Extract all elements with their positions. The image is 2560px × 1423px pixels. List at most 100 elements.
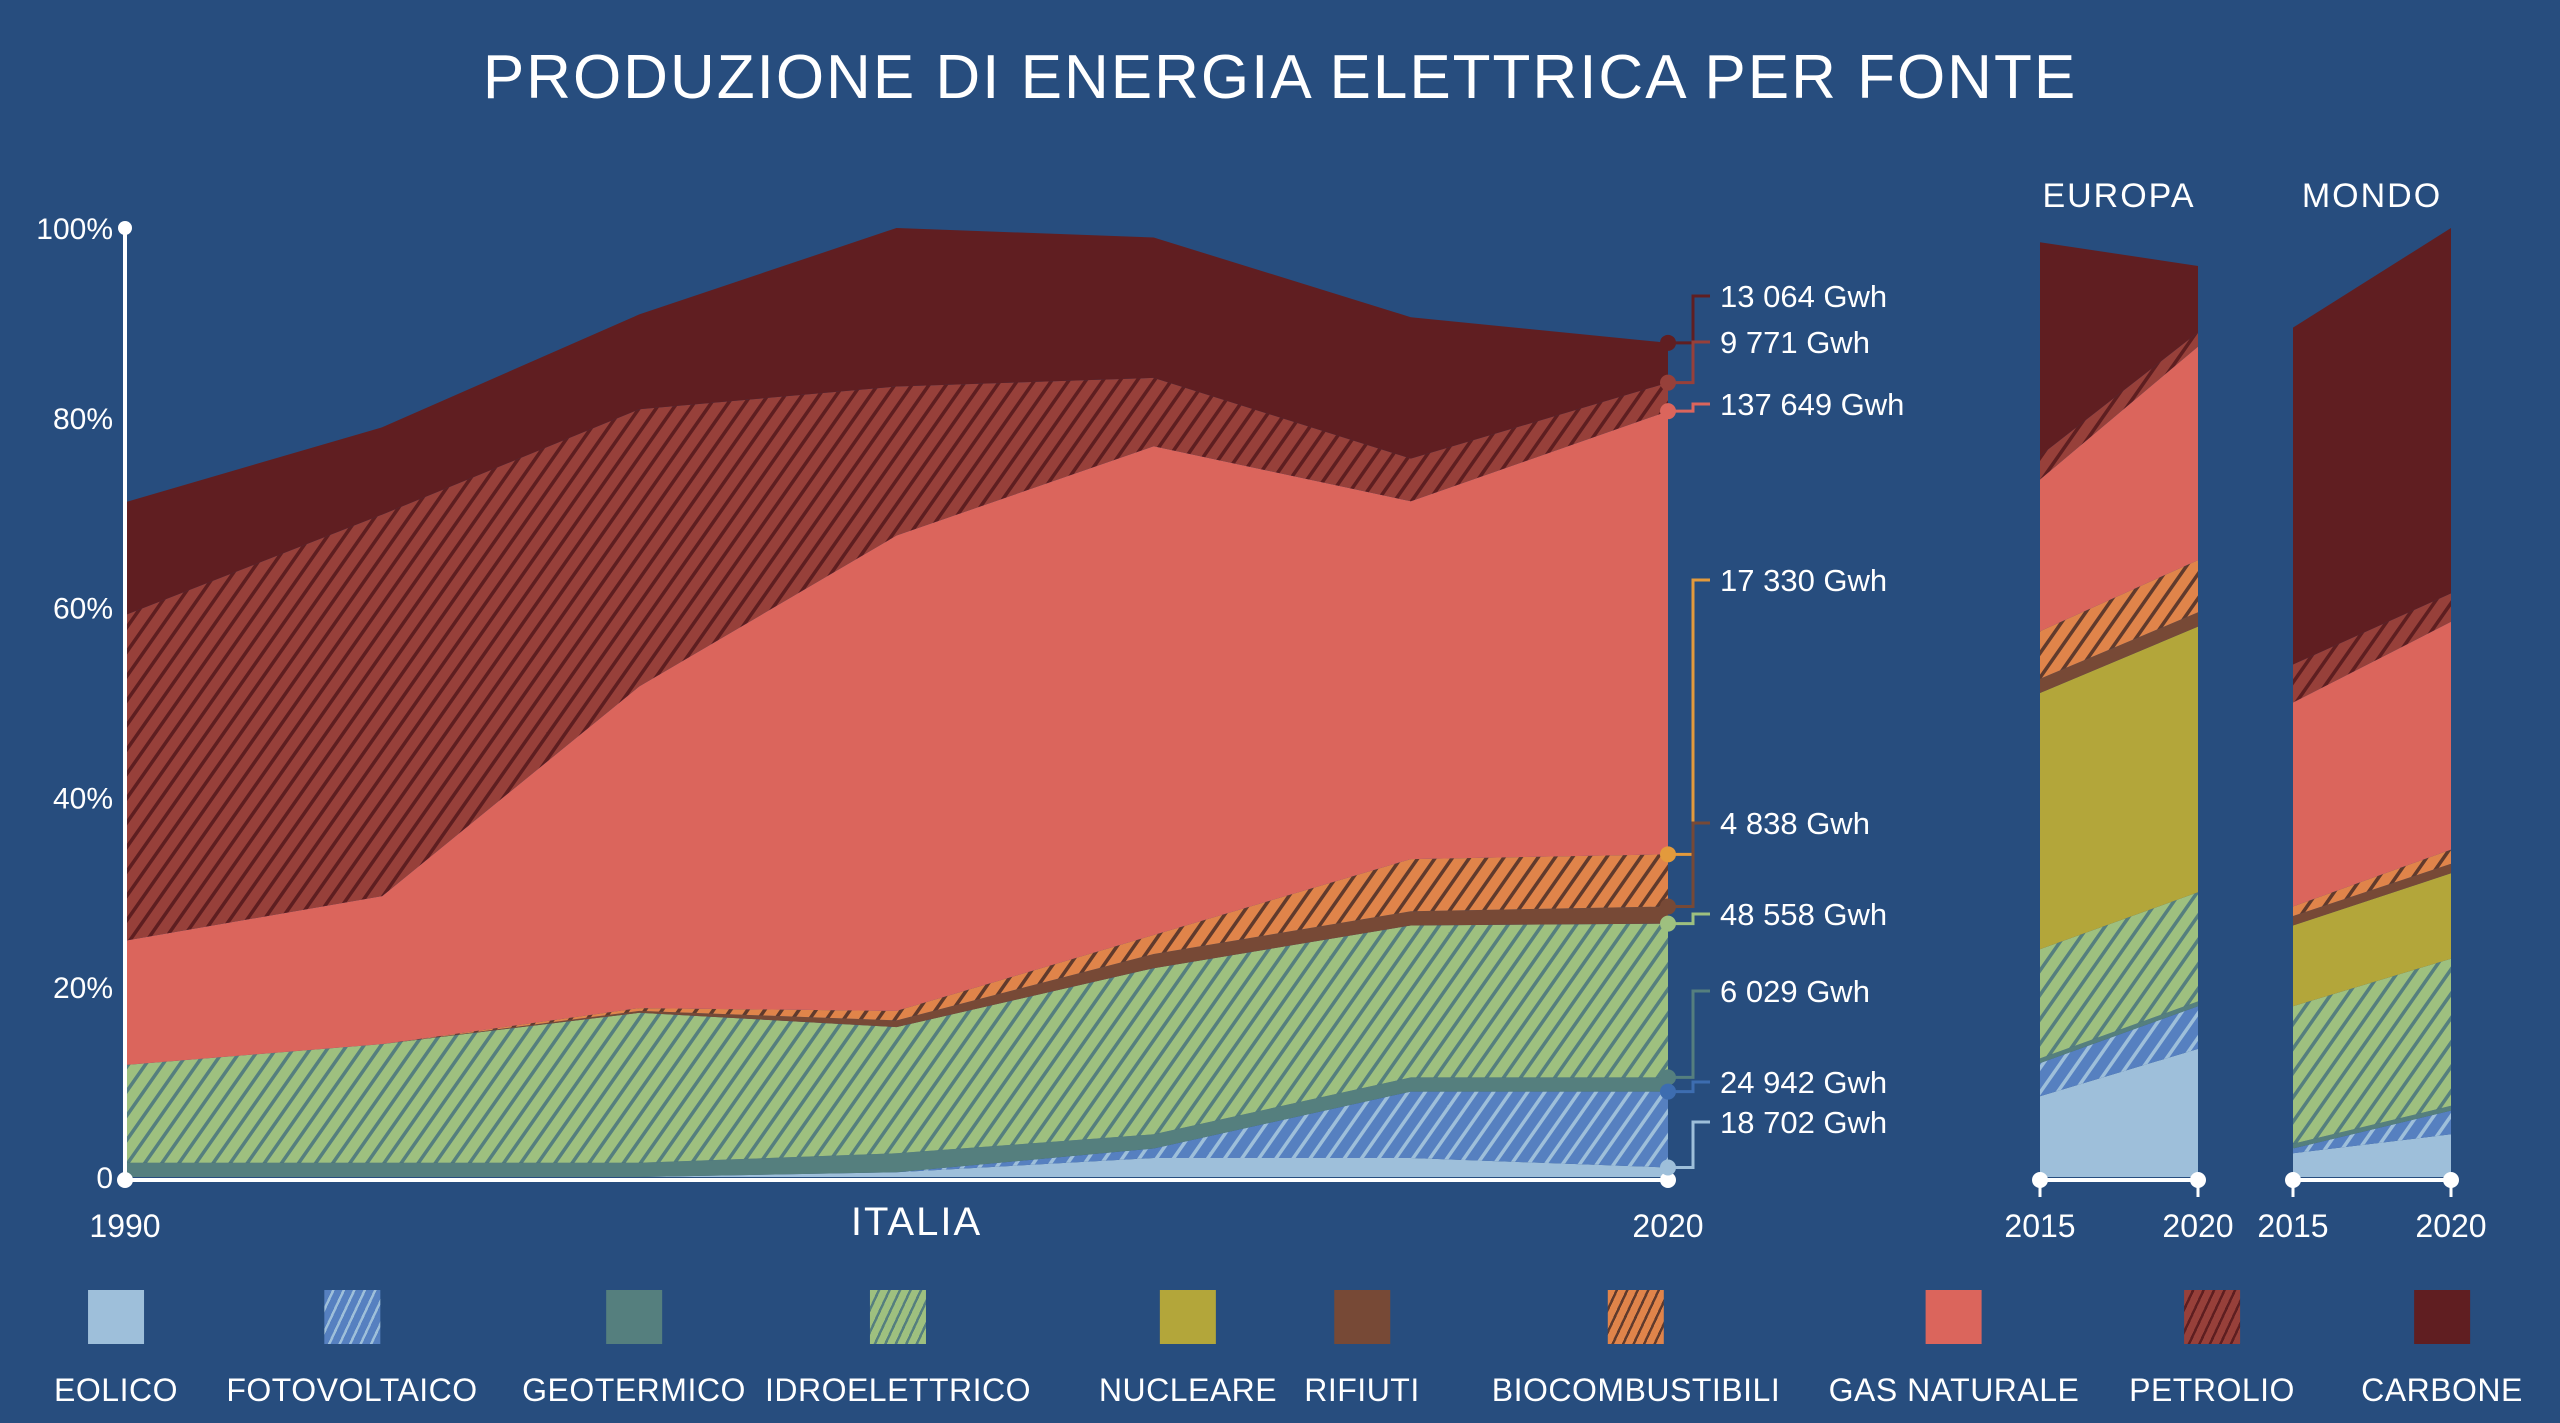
legend-item-eolico: EOLICO <box>54 1290 178 1409</box>
annotation-dot <box>1660 898 1676 915</box>
legend-swatch-rifiuti <box>1333 1290 1390 1344</box>
leader-line <box>1668 340 1710 385</box>
area-idroelettrico-mondo <box>2293 958 2451 1144</box>
legend-swatch-petrolio <box>2184 1290 2240 1344</box>
annotation-dot <box>1660 1083 1676 1100</box>
area-petrolio-mondo <box>2293 593 2451 703</box>
leader-line <box>1668 578 1710 856</box>
legend-label: GEOTERMICO <box>522 1372 746 1408</box>
y-tick-label: 40% <box>53 782 113 815</box>
panel-label-mondo: MONDO <box>2302 177 2442 215</box>
area-eolico-italia <box>125 1158 1668 1177</box>
area-biocombustibili-europa <box>2040 560 2198 679</box>
y-tick-label: 0 <box>96 1162 113 1195</box>
area-eolico-mondo <box>2293 1134 2451 1177</box>
leader-line <box>1668 821 1710 909</box>
legend-item-carbone: CARBONE <box>2361 1290 2523 1409</box>
annotation-dot <box>1660 374 1676 391</box>
leader-line <box>1668 912 1710 926</box>
annotation-petrolio: 9 771 Gwh <box>1660 325 1870 391</box>
annotation-gas: 137 649 Gwh <box>1660 387 1904 422</box>
area-idroelettrico-europa <box>2040 892 2198 1059</box>
legend-label: BIOCOMBUSTIBILI <box>1491 1372 1781 1408</box>
legend-swatch-eolico <box>87 1290 144 1344</box>
annotation-dot <box>1660 915 1676 932</box>
x-tick-label: 2020 <box>2415 1208 2486 1244</box>
legend-swatch-fotovoltaico <box>323 1290 380 1344</box>
annotation-eolico: 18 702 Gwh <box>1660 1105 1887 1176</box>
x-axis-mondo: 2015 2020 MONDO <box>2257 177 2486 1244</box>
legend-item-idroelettrico: IDROELETTRICO <box>765 1290 1031 1409</box>
axis-endpoint-dot <box>1660 1172 1676 1188</box>
x-tick-label: 2020 <box>1632 1208 1703 1244</box>
area-gas-italia <box>125 411 1668 1065</box>
panel-italia <box>125 228 1668 1177</box>
legend-label: IDROELETTRICO <box>764 1372 1032 1408</box>
area-carbone-europa <box>2040 242 2198 456</box>
area-gas-mondo <box>2293 621 2451 907</box>
area-idroelettrico-italia <box>125 923 1668 1163</box>
y-tick-label: 80% <box>53 403 113 436</box>
annotation-label: 137 649 Gwh <box>1720 387 1904 422</box>
y-tick-label: 60% <box>53 593 113 626</box>
legend-item-gas: GAS NATURALE <box>1829 1290 2080 1409</box>
y-axis-top-dot <box>118 221 132 235</box>
annotation-label: 48 558 Gwh <box>1720 897 1887 932</box>
legend-item-petrolio: PETROLIO <box>2129 1290 2295 1409</box>
leader-line <box>1668 294 1710 345</box>
legend-label: GAS NATURALE <box>1828 1372 2080 1408</box>
legend-label: FOTOVOLTAICO <box>226 1372 478 1408</box>
annotation-label: 13 064 Gwh <box>1720 279 1887 314</box>
area-rifiuti-italia <box>125 906 1668 1065</box>
panel-mondo <box>2293 228 2451 1177</box>
y-tick-label: 100% <box>36 213 113 246</box>
annotation-label: 9 771 Gwh <box>1720 325 1870 360</box>
chart-title: PRODUZIONE DI ENERGIA ELETTRICA PER FONT… <box>482 43 2078 112</box>
annotation-label: 24 942 Gwh <box>1720 1065 1887 1100</box>
x-tick-label: 2015 <box>2004 1208 2075 1244</box>
annotation-dot <box>1660 403 1676 420</box>
leader-line <box>1668 1120 1710 1170</box>
x-axis-europa: 2015 2020 EUROPA <box>2004 177 2233 1244</box>
legend-item-biocombustibili: BIOCOMBUSTIBILI <box>1492 1290 1780 1409</box>
legend-label: NUCLEARE <box>1098 1372 1278 1408</box>
area-biocombustibili-mondo <box>2293 849 2451 916</box>
area-nucleare-europa <box>2040 626 2198 950</box>
legend-swatch-carbone <box>2414 1290 2470 1344</box>
legend-item-rifiuti: RIFIUTI <box>1304 1290 1419 1409</box>
annotation-label: 6 029 Gwh <box>1720 974 1870 1009</box>
area-geotermico-italia <box>125 1077 1668 1177</box>
x-tick-label: 2015 <box>2257 1208 2328 1244</box>
legend-swatch-biocombustibili <box>1608 1290 1664 1344</box>
panel-label-europa: EUROPA <box>2042 177 2195 215</box>
annotation-dot <box>1660 1159 1676 1176</box>
legend-item-geotermico: GEOTERMICO <box>522 1290 746 1409</box>
area-rifiuti-europa <box>2040 612 2198 693</box>
area-petrolio-europa <box>2040 332 2198 480</box>
annotation-biocombustibili: 17 330 Gwh <box>1660 563 1887 863</box>
energy-chart: 1990 2020 ITALIA 0 20% 40% 60% 80% 100% 2015 2020 E… <box>36 177 2486 1244</box>
annotation-idroelettrico: 48 558 Gwh <box>1660 897 1887 932</box>
legend-label: CARBONE <box>2361 1372 2523 1408</box>
area-eolico-europa <box>2040 1048 2198 1177</box>
area-carbone-italia <box>125 228 1668 616</box>
area-nucleare-mondo <box>2293 873 2451 1007</box>
annotation-geotermico: 6 029 Gwh <box>1660 974 1870 1086</box>
area-carbone-mondo <box>2293 228 2451 665</box>
annotation-fotovoltaico: 24 942 Gwh <box>1660 1065 1887 1100</box>
annotation-rifiuti: 4 838 Gwh <box>1660 806 1870 915</box>
x-tick-label: 1990 <box>89 1208 160 1244</box>
leader-line <box>1668 402 1710 413</box>
annotation-dot <box>1660 1069 1676 1086</box>
leader-line <box>1668 989 1710 1079</box>
area-rifiuti-mondo <box>2293 863 2451 926</box>
x-axis-italia: 1990 2020 ITALIA 0 20% 40% 60% 80% 100% <box>36 213 1703 1244</box>
area-gas-europa <box>2040 346 2198 632</box>
area-geotermico-mondo <box>2293 1105 2451 1149</box>
panel-europa <box>2040 242 2198 1177</box>
leader-line <box>1668 1080 1710 1094</box>
legend-item-fotovoltaico: FOTOVOLTAICO <box>226 1290 477 1409</box>
area-fotovoltaico-mondo <box>2293 1110 2451 1154</box>
legend-swatch-gas <box>1925 1290 1982 1344</box>
annotation-label: 17 330 Gwh <box>1720 563 1887 598</box>
